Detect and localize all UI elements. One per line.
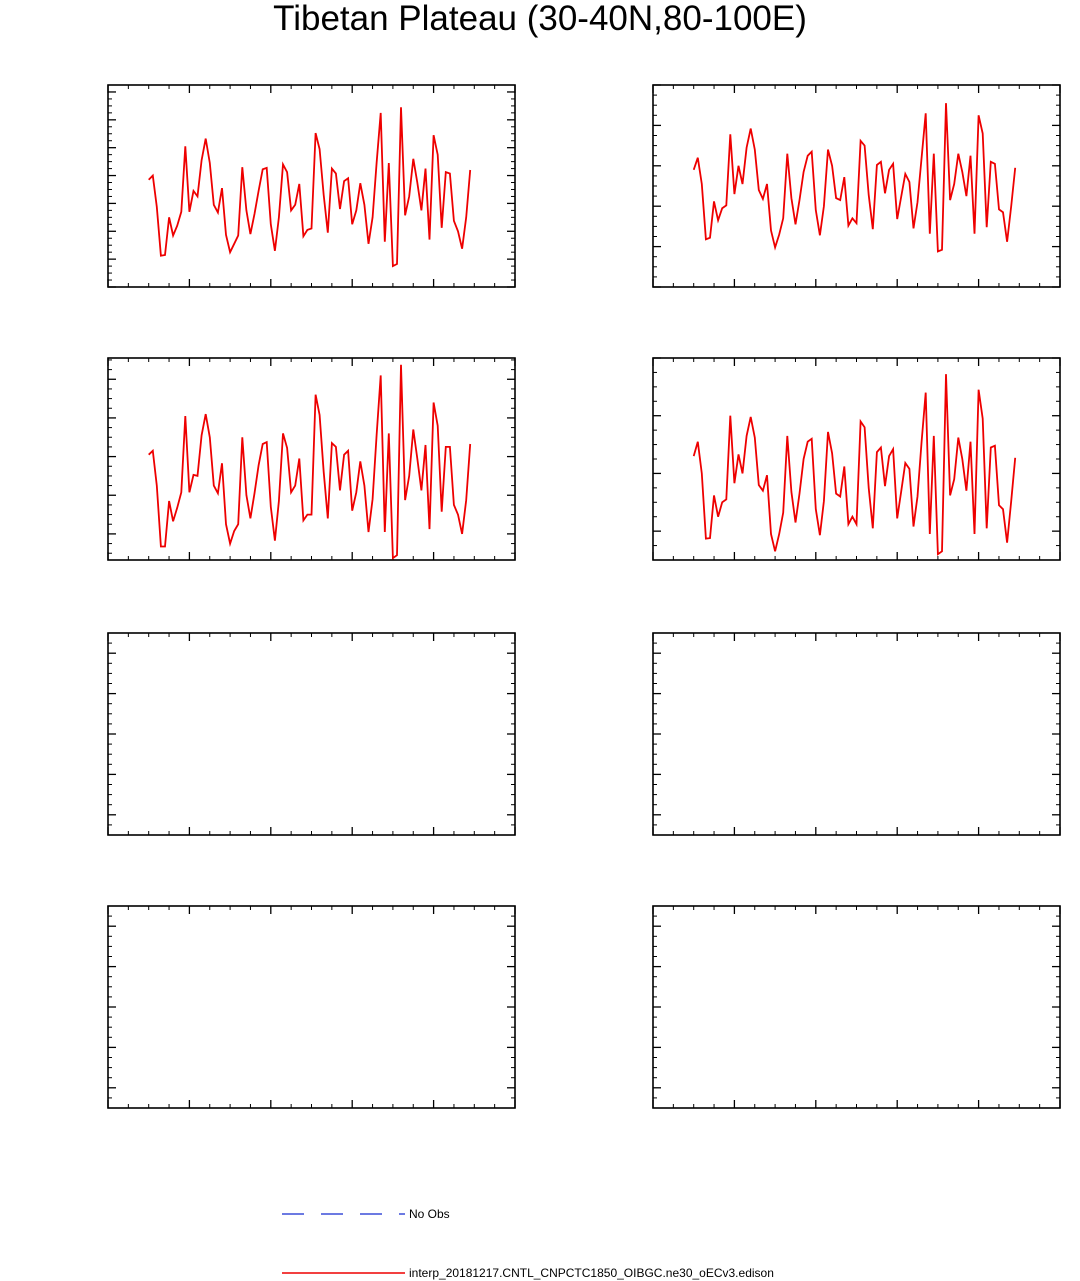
legend-entry-model: interp_20181217.CNTL_CNPCTC1850_OIBGC.ne…: [282, 1266, 774, 1280]
series-line-1: [148, 107, 472, 268]
plot-frame: [107, 357, 516, 561]
chart-panel-6: [652, 632, 1061, 836]
chart-panel-4: [652, 357, 1061, 561]
plot-frame: [652, 905, 1061, 1109]
legend: No Obs interp_20181217.CNTL_CNPCTC1850_O…: [282, 1207, 774, 1280]
series-line-1: [692, 374, 1017, 556]
figure-title: Tibetan Plateau (30-40N,80-100E): [273, 0, 807, 38]
plot-frame: [652, 84, 1061, 288]
legend-label-no-obs: No Obs: [409, 1207, 450, 1221]
legend-label-model: interp_20181217.CNTL_CNPCTC1850_OIBGC.ne…: [409, 1266, 774, 1280]
plot-frame: [107, 905, 516, 1109]
plot-frame: [107, 84, 516, 288]
chart-panel-2: [652, 84, 1061, 288]
legend-entry-no-obs: No Obs: [282, 1207, 450, 1221]
series-line-1: [692, 103, 1017, 253]
panels: [107, 84, 1061, 1109]
plot-frame: [652, 632, 1061, 836]
plot-frame: [107, 632, 516, 836]
chart-panel-7: [107, 905, 516, 1109]
chart-panel-8: [652, 905, 1061, 1109]
chart-panel-5: [107, 632, 516, 836]
chart-panel-3: [107, 357, 516, 561]
series-line-1: [148, 364, 472, 560]
plot-frame: [652, 357, 1061, 561]
chart-panel-1: [107, 84, 516, 288]
